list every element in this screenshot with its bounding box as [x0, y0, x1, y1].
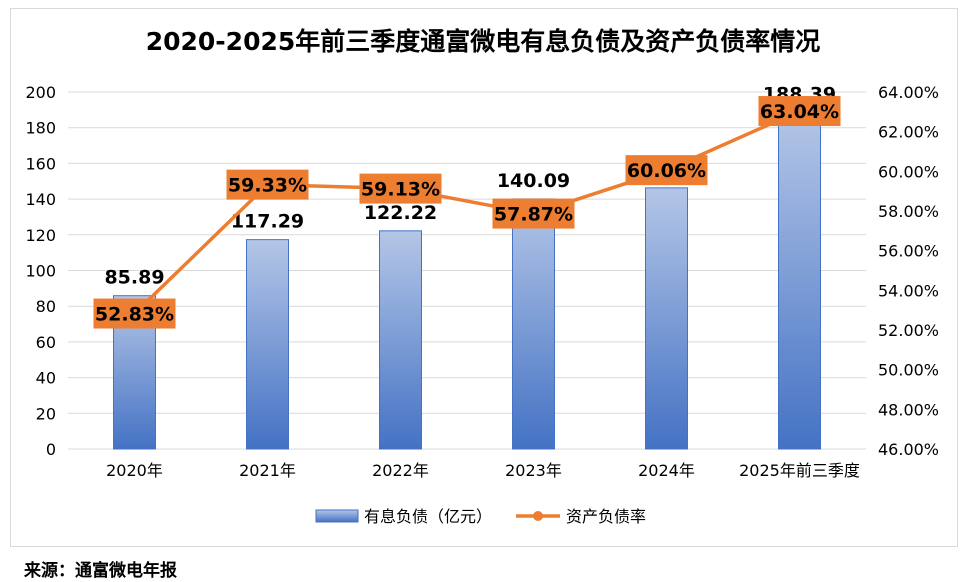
left-tick-label: 120 — [25, 226, 56, 245]
right-tick-label: 62.00% — [878, 123, 939, 142]
line-data-label-text: 57.87% — [494, 204, 573, 226]
x-axis-labels: 2020年 2021年 2022年 2023年 2024年 2025年前三季度 — [106, 461, 860, 480]
line-data-label: 63.04% — [758, 96, 841, 127]
right-tick-label: 52.00% — [878, 321, 939, 340]
left-tick-label: 180 — [25, 119, 56, 138]
line-data-label-box — [758, 96, 841, 127]
right-axis-ticks: 46.00% 48.00% 50.00% 52.00% 54.00% 56.00% 58.0… — [878, 83, 939, 459]
line-data-label: 57.87% — [492, 198, 575, 229]
right-tick-label: 56.00% — [878, 242, 939, 261]
left-tick-label: 0 — [46, 440, 56, 459]
bar-data-label: 117.29 — [231, 211, 304, 233]
line-data-label: 60.06% — [625, 155, 708, 186]
left-axis-ticks: 0 20 40 60 80 100 120 140 160 180 200 — [25, 83, 56, 459]
right-tick-label: 48.00% — [878, 400, 939, 419]
x-tick-label: 2020年 — [106, 461, 163, 480]
x-tick-label: 2021年 — [239, 461, 296, 480]
right-tick-label: 58.00% — [878, 202, 939, 221]
bar-series — [113, 112, 821, 450]
source-note: 来源：通富微电年报 — [24, 561, 177, 581]
bar — [512, 198, 555, 450]
legend-line-label: 资产负债率 — [566, 507, 646, 526]
legend: 有息负债（亿元） 资产负债率 — [315, 507, 646, 526]
bar-data-label: 140.09 — [497, 170, 570, 192]
line-data-label-text: 59.13% — [361, 179, 440, 201]
line-data-label-box — [226, 169, 309, 200]
line-data-label-box — [359, 173, 442, 204]
line-data-label-text: 52.83% — [95, 304, 174, 326]
left-tick-label: 160 — [25, 154, 56, 173]
gridlines — [68, 91, 866, 450]
bar-data-label: 85.89 — [104, 267, 164, 289]
right-tick-label: 54.00% — [878, 281, 939, 300]
line-data-label: 52.83% — [93, 298, 176, 329]
right-tick-label: 64.00% — [878, 83, 939, 102]
line-data-label-box — [93, 298, 176, 329]
right-tick-label: 46.00% — [878, 440, 939, 459]
line-data-label-text: 60.06% — [627, 160, 706, 182]
x-tick-label: 2024年 — [638, 461, 695, 480]
right-tick-label: 50.00% — [878, 361, 939, 380]
bar — [778, 112, 821, 450]
bar-data-label: 122.22 — [364, 202, 437, 224]
legend-line-marker — [533, 511, 543, 521]
x-tick-label: 2022年 — [372, 461, 429, 480]
x-tick-label: 2025年前三季度 — [739, 461, 860, 480]
left-tick-label: 200 — [25, 83, 56, 102]
left-tick-label: 100 — [25, 262, 56, 281]
right-tick-label: 60.00% — [878, 162, 939, 181]
line-data-label: 59.13% — [359, 173, 442, 204]
left-tick-label: 40 — [36, 369, 56, 388]
line-data-labels: 52.83% 59.33% 59.13% 57.87% 60.06% 63.04% — [93, 96, 841, 329]
legend-bar-swatch — [315, 509, 359, 523]
line-data-label-text: 63.04% — [760, 101, 839, 123]
bar — [379, 230, 422, 450]
line-data-label-box — [625, 155, 708, 186]
left-tick-label: 140 — [25, 190, 56, 209]
line-data-label-text: 59.33% — [228, 175, 307, 197]
left-tick-label: 60 — [36, 333, 56, 352]
bar — [246, 239, 289, 450]
left-tick-label: 20 — [36, 404, 56, 423]
x-tick-label: 2023年 — [505, 461, 562, 480]
chart-title: 2020-2025年前三季度通富微电有息负债及资产负债率情况 — [145, 27, 821, 56]
left-tick-label: 80 — [36, 297, 56, 316]
line-data-label: 59.33% — [226, 169, 309, 200]
legend-bar-label: 有息负债（亿元） — [364, 507, 492, 526]
bar — [645, 187, 688, 450]
line-data-label-box — [492, 198, 575, 229]
